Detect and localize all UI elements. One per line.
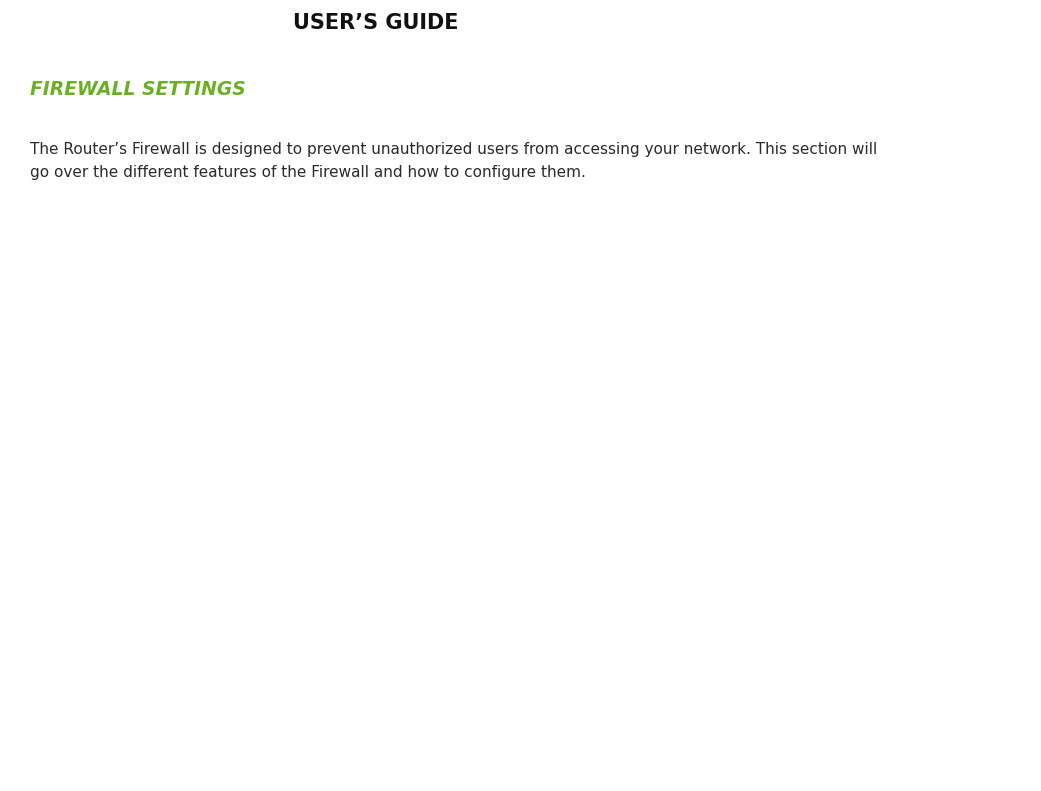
Text: FIREWALL SETTINGS: FIREWALL SETTINGS — [30, 80, 246, 99]
Text: USER’S GUIDE: USER’S GUIDE — [294, 13, 459, 33]
Text: The Router’s Firewall is designed to prevent unauthorized users from accessing y: The Router’s Firewall is designed to pre… — [30, 142, 878, 157]
Text: go over the different features of the Firewall and how to configure them.: go over the different features of the Fi… — [30, 165, 586, 180]
Text: TAP-R2: TAP-R2 — [100, 13, 182, 33]
Text: 94: 94 — [984, 756, 1011, 776]
